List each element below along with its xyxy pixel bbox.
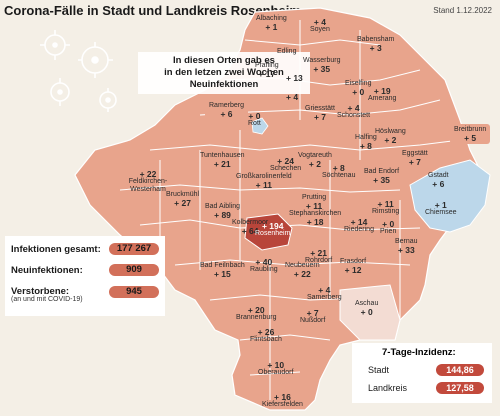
place-grosskarolinenfeld: Großkarolinenfeld + 11 (236, 173, 292, 190)
place-bad-feilnbach: Bad Feilnbach + 15 (200, 262, 245, 279)
incidence-title: 7-Tage-Inzidenz: (382, 347, 456, 358)
place-unnamed-2: + 4 (286, 92, 299, 102)
place-frasdorf: Frasdorf + 12 (340, 258, 367, 275)
place-kiefersfelden: + 16 Kiefersfelden (262, 392, 303, 408)
deaths-sublabel: (an und mit COVID-19) (11, 296, 83, 303)
place-unnamed-1: + 13 (286, 73, 303, 83)
place-bruckmuehl: Bruckmühl + 27 (166, 191, 200, 208)
place-soyen: + 4 Soyen (310, 17, 330, 33)
place-schonstett: + 4 Schonstett (337, 103, 371, 119)
place-amerang: + 19 Amerang (368, 86, 397, 102)
place-rohrdorf: + 21 Rohrdorf (305, 248, 333, 264)
place-vogtareuth: Vogtareuth + 2 (298, 152, 332, 169)
rosenheim-city (244, 213, 293, 251)
virus-illustration (40, 30, 117, 112)
callout-breitbrunn: Breitbrunn + 5 (450, 124, 491, 144)
place-riedering: + 14 Riedering (344, 217, 374, 233)
incidence-stadt-label: Stadt (368, 365, 390, 375)
stats-box: Infektionen gesamt: 177 267 Neuinfektion… (5, 236, 165, 316)
incidence-landkreis-label: Landkreis (368, 383, 408, 393)
place-schechen: + 24 Schechen (270, 156, 302, 172)
place-babensham: Babensham + 3 (357, 36, 395, 53)
place-oberaudorf: + 10 Oberaudorf (258, 360, 294, 376)
place-rimsting: + 11 Rimsting (372, 199, 400, 215)
map-title: Corona-Fälle in Stadt und Landkreis Rose… (4, 3, 301, 18)
chiemsee-lake (409, 159, 491, 233)
place-gstadt: Gstadt + 6 (428, 172, 449, 189)
place-neubeuern: Neubeuern + 22 (285, 262, 320, 279)
place-bernau: Bernau + 33 (395, 238, 418, 255)
date-stamp: Stand 1.12.2022 (433, 6, 492, 15)
infections-label: Infektionen gesamt: (11, 244, 101, 255)
place-chiemsee: + 1 Chiemsee (425, 200, 457, 216)
place-prutting: Prutting + 11 (302, 194, 327, 211)
place-kolbermoor: Kolbermoor + 64 (232, 219, 269, 236)
infections-value: 177 267 (109, 243, 159, 255)
note-line-3: Neuinfektionen (189, 79, 259, 90)
incidence-box: 7-Tage-Inzidenz: Stadt 144,86 Landkreis … (352, 343, 492, 403)
place-bad-endorf: Bad Endorf + 35 (364, 168, 400, 185)
place-eiselfing: Eiselfing + 0 (345, 80, 372, 97)
place-tuntenhausen: Tuntenhausen + 21 (200, 152, 245, 169)
place-wasserburg: Wasserburg + 35 (303, 57, 341, 74)
deaths-label: Verstorbene: (11, 286, 70, 297)
note-line-2: in den letzen zwei Wochen (164, 67, 284, 78)
place-soechtenau: + 8 Söchtenau (322, 163, 356, 179)
place-griesstaett: Griesstätt + 7 (305, 105, 335, 122)
place-prien: + 0 Prien (380, 219, 397, 235)
deaths-value: 945 (109, 286, 159, 298)
incidence-stadt-value: 144,86 (436, 364, 484, 376)
note-line-1: In diesen Orten gab es (173, 55, 275, 66)
callout-ramerberg: Ramerberg + 6 (205, 100, 249, 120)
incidence-landkreis-value: 127,58 (436, 382, 484, 394)
new-infections-label: Neuinfektionen: (11, 265, 83, 276)
place-edling: Edling (277, 48, 297, 55)
legend-note: In diesen Orten gab es in den letzen zwe… (138, 52, 310, 94)
place-rott: + 0 Rott (248, 111, 261, 127)
new-infections-value: 909 (109, 264, 159, 276)
place-eggstaett: Eggstätt + 7 (402, 150, 428, 167)
place-albaching: Albaching + 1 (256, 15, 287, 32)
place-rosenheim: + 194 Rosenheim (255, 221, 291, 237)
place-pfaffing: Pfaffing + 17 (255, 62, 279, 79)
place-samerberg: + 4 Samerberg (307, 285, 342, 301)
place-nussdorf: + 7 Nußdorf (300, 308, 326, 324)
place-flintsbach: + 26 Flintsbach (250, 327, 282, 343)
place-stephanskirchen: Stephanskirchen + 18 (289, 210, 342, 227)
place-brannenburg: + 20 Brannenburg (236, 305, 277, 321)
place-aschau: Aschau + 0 (355, 300, 379, 317)
place-feldkirchen-westerham: + 22 Feldkirchen-Westerham (128, 169, 168, 193)
place-raubling: + 40 Raubling (250, 257, 278, 273)
place-halfing: Halfing + 8 (355, 134, 377, 151)
place-hoeslwang: Höslwang + 2 (375, 128, 406, 145)
small-lake (251, 117, 269, 135)
place-bad-aibling: Bad Aibling + 89 (205, 203, 241, 220)
aschau-area (339, 284, 401, 341)
